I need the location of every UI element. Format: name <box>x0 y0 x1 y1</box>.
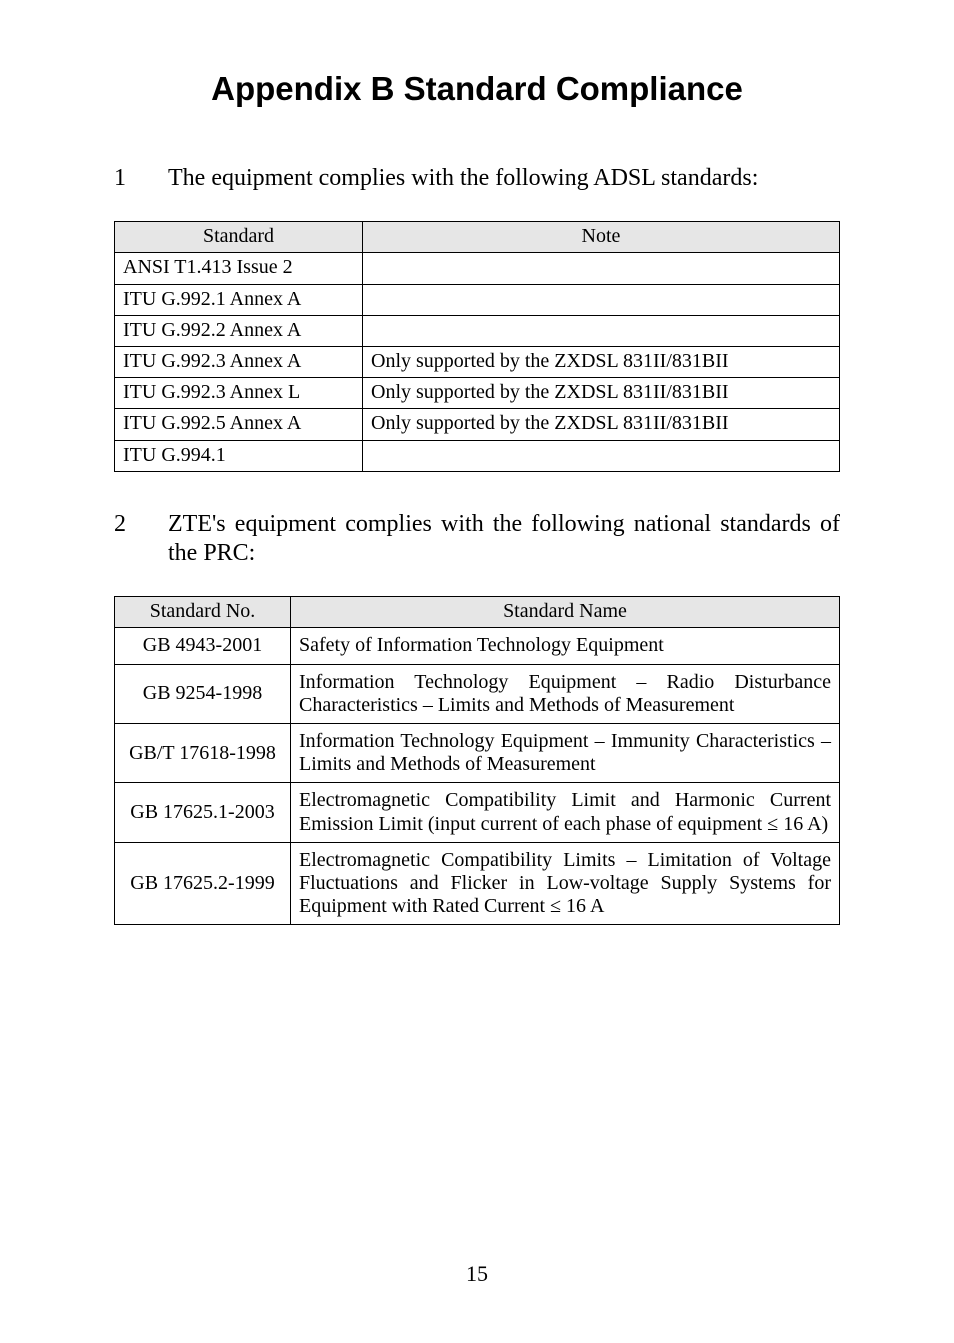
table-row: ITU G.992.5 Annex A Only supported by th… <box>115 409 840 440</box>
page-title: Appendix B Standard Compliance <box>114 70 840 108</box>
adsl-standards-table: Standard Note ANSI T1.413 Issue 2 ITU G.… <box>114 221 840 472</box>
table-cell: Electromagnetic Compatibility Limit and … <box>291 783 840 842</box>
table-cell: GB/T 17618-1998 <box>115 724 291 783</box>
paragraph-1-number: 1 <box>114 164 168 193</box>
table-cell: ITU G.992.1 Annex A <box>115 284 363 315</box>
table-row: ITU G.994.1 <box>115 440 840 471</box>
table-cell: GB 17625.1-2003 <box>115 783 291 842</box>
table-cell: Only supported by the ZXDSL 831II/831BII <box>363 409 840 440</box>
table-cell <box>363 284 840 315</box>
table-row: ITU G.992.3 Annex A Only supported by th… <box>115 347 840 378</box>
table-cell <box>363 315 840 346</box>
table-cell <box>363 253 840 284</box>
table-cell: Information Technology Equipment – Radio… <box>291 664 840 723</box>
table-header-cell: Standard No. <box>115 597 291 628</box>
table-row: ITU G.992.3 Annex L Only supported by th… <box>115 378 840 409</box>
table-cell: ANSI T1.413 Issue 2 <box>115 253 363 284</box>
page: Appendix B Standard Compliance 1 The equ… <box>0 0 954 1343</box>
table-cell: Only supported by the ZXDSL 831II/831BII <box>363 378 840 409</box>
table-cell: Information Technology Equipment – Immun… <box>291 724 840 783</box>
table-cell: Electromagnetic Compatibility Limits – L… <box>291 842 840 925</box>
paragraph-1: 1 The equipment complies with the follow… <box>114 164 840 193</box>
table-row: GB 17625.2-1999 Electromagnetic Compatib… <box>115 842 840 925</box>
paragraph-1-text: The equipment complies with the followin… <box>168 164 840 193</box>
table-header-row: Standard Note <box>115 222 840 253</box>
table-row: GB/T 17618-1998 Information Technology E… <box>115 724 840 783</box>
table-row: ITU G.992.1 Annex A <box>115 284 840 315</box>
table-row: GB 17625.1-2003 Electromagnetic Compatib… <box>115 783 840 842</box>
table-row: ITU G.992.2 Annex A <box>115 315 840 346</box>
table-row: GB 9254-1998 Information Technology Equi… <box>115 664 840 723</box>
paragraph-2-text: ZTE's equipment complies with the follow… <box>168 510 840 569</box>
table-cell: ITU G.992.2 Annex A <box>115 315 363 346</box>
table-cell: ITU G.992.3 Annex L <box>115 378 363 409</box>
paragraph-2: 2 ZTE's equipment complies with the foll… <box>114 510 840 569</box>
table-header-cell: Standard Name <box>291 597 840 628</box>
table-cell: ITU G.992.5 Annex A <box>115 409 363 440</box>
page-number: 15 <box>0 1261 954 1287</box>
table-cell: Only supported by the ZXDSL 831II/831BII <box>363 347 840 378</box>
table-cell: Safety of Information Technology Equipme… <box>291 628 840 664</box>
table-row: ANSI T1.413 Issue 2 <box>115 253 840 284</box>
paragraph-2-number: 2 <box>114 510 168 539</box>
national-standards-table: Standard No. Standard Name GB 4943-2001 … <box>114 596 840 925</box>
table-header-row: Standard No. Standard Name <box>115 597 840 628</box>
table-cell: ITU G.994.1 <box>115 440 363 471</box>
table-row: GB 4943-2001 Safety of Information Techn… <box>115 628 840 664</box>
table-cell: GB 17625.2-1999 <box>115 842 291 925</box>
table-cell: ITU G.992.3 Annex A <box>115 347 363 378</box>
table-cell: GB 4943-2001 <box>115 628 291 664</box>
table-header-cell: Standard <box>115 222 363 253</box>
table-cell <box>363 440 840 471</box>
table-header-cell: Note <box>363 222 840 253</box>
table-cell: GB 9254-1998 <box>115 664 291 723</box>
